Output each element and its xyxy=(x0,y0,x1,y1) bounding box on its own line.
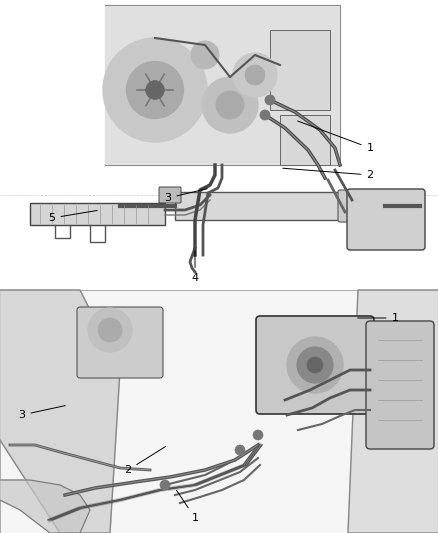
Bar xyxy=(175,192,340,220)
Polygon shape xyxy=(0,290,120,533)
Circle shape xyxy=(287,337,343,393)
FancyBboxPatch shape xyxy=(347,189,425,250)
Text: 4: 4 xyxy=(191,251,198,283)
Circle shape xyxy=(160,480,170,490)
Circle shape xyxy=(265,95,275,105)
Text: 1: 1 xyxy=(297,121,374,153)
Text: 5: 5 xyxy=(49,211,97,223)
FancyBboxPatch shape xyxy=(366,321,434,449)
Text: 1: 1 xyxy=(177,490,198,523)
Bar xyxy=(270,30,330,110)
FancyBboxPatch shape xyxy=(77,307,163,378)
Circle shape xyxy=(245,65,265,85)
Circle shape xyxy=(98,318,122,342)
Circle shape xyxy=(260,110,270,120)
Circle shape xyxy=(202,77,258,133)
Polygon shape xyxy=(0,480,90,533)
Circle shape xyxy=(253,430,263,440)
Circle shape xyxy=(297,347,333,383)
Circle shape xyxy=(146,80,164,99)
FancyBboxPatch shape xyxy=(256,316,374,414)
FancyBboxPatch shape xyxy=(159,187,181,203)
Polygon shape xyxy=(348,290,438,533)
Text: 2: 2 xyxy=(283,168,374,180)
Text: 3: 3 xyxy=(18,406,65,420)
FancyBboxPatch shape xyxy=(338,190,387,222)
Circle shape xyxy=(216,91,244,119)
Circle shape xyxy=(103,38,207,142)
Text: 2: 2 xyxy=(124,447,166,475)
Polygon shape xyxy=(105,5,340,165)
Bar xyxy=(0,290,438,533)
Text: 1: 1 xyxy=(358,313,399,323)
Bar xyxy=(280,115,330,165)
Circle shape xyxy=(127,61,184,119)
Circle shape xyxy=(235,445,245,455)
Circle shape xyxy=(88,308,132,352)
Circle shape xyxy=(307,357,323,373)
Text: 3: 3 xyxy=(165,189,207,203)
Circle shape xyxy=(233,53,277,97)
Circle shape xyxy=(191,41,219,69)
Bar xyxy=(30,203,165,225)
Bar xyxy=(0,0,438,290)
